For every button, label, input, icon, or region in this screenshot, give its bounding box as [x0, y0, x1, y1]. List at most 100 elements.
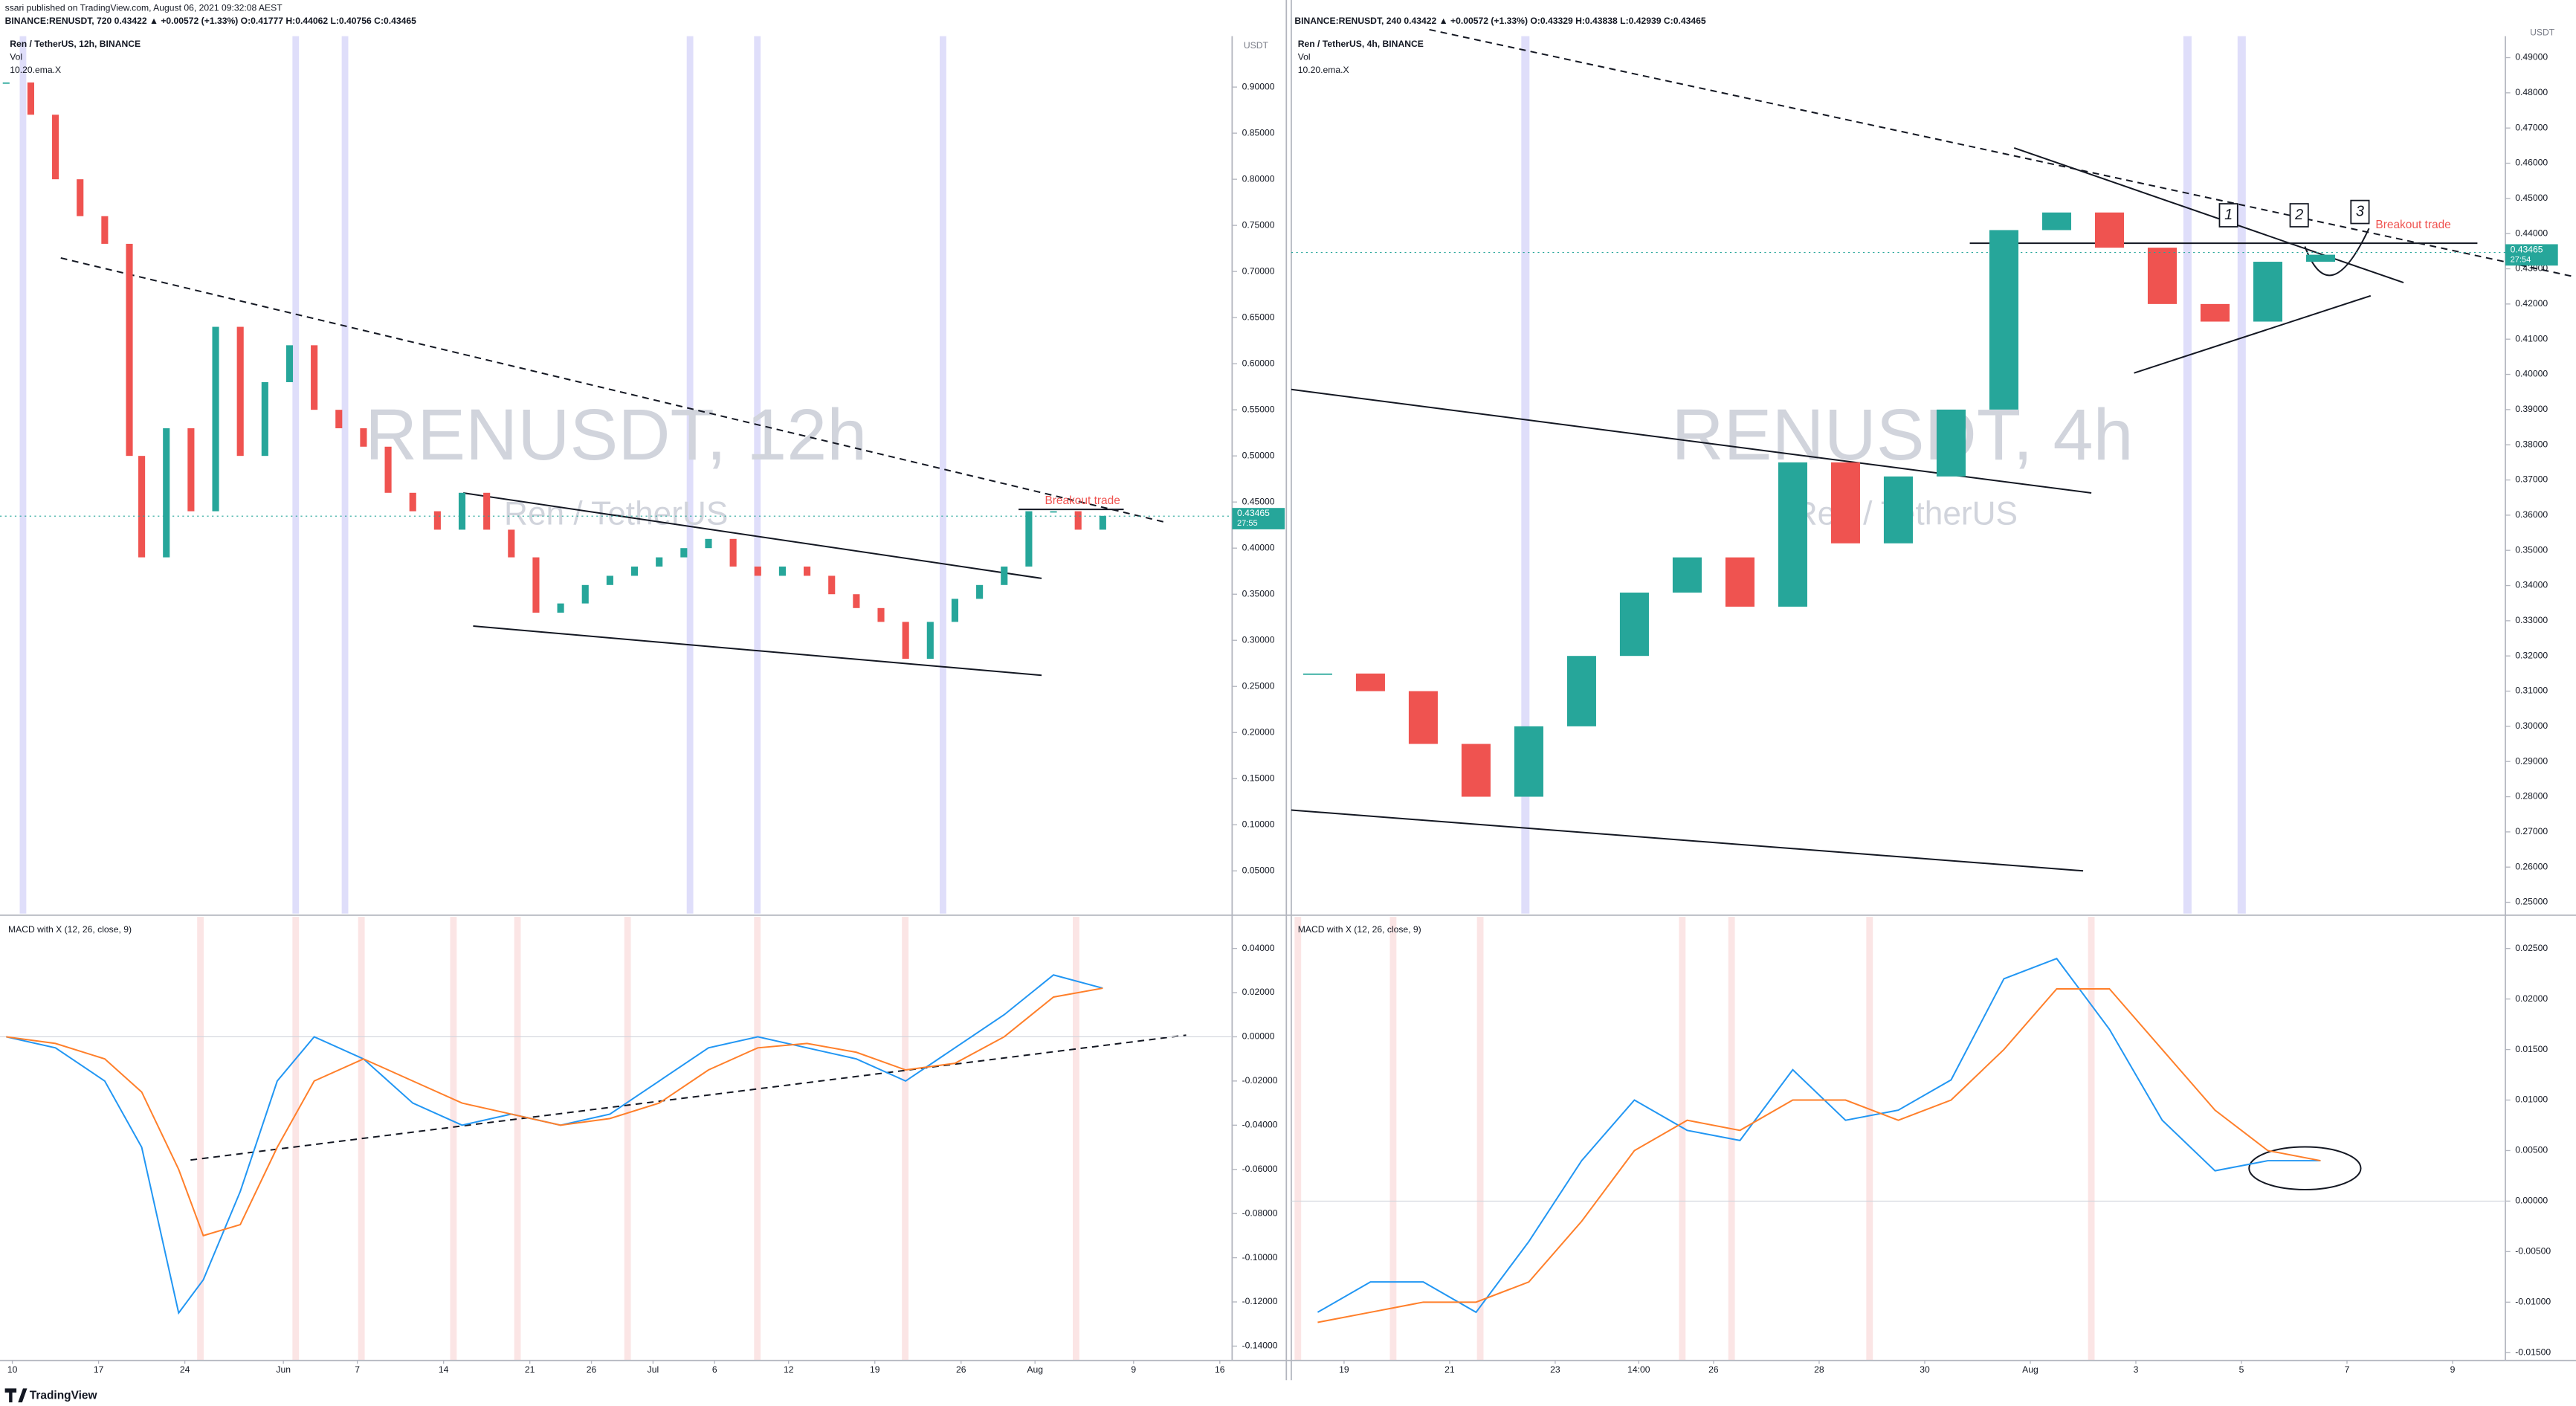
candle — [581, 584, 589, 604]
candle — [2041, 212, 2071, 230]
y-tick-label: 0.00000 — [1242, 1031, 1275, 1042]
x-tick-label: 26 — [1708, 1364, 1719, 1375]
candle — [1025, 511, 1033, 567]
candle — [138, 456, 146, 558]
candle — [1050, 511, 1057, 513]
y-tick-label: 0.60000 — [1242, 358, 1275, 368]
y-tick-label: 0.41000 — [2515, 333, 2548, 344]
x-tick-label: 9 — [1131, 1364, 1136, 1375]
y-tick-label: -0.10000 — [1242, 1252, 1278, 1263]
footer-brand[interactable]: TradingView — [30, 1389, 98, 1402]
y-tick-label: 0.55000 — [1242, 404, 1275, 414]
y-tick-label: -0.14000 — [1242, 1341, 1278, 1351]
legend: 10.20.ema.X — [1298, 65, 1349, 75]
y-tick-label: 0.40000 — [1242, 542, 1275, 552]
band — [292, 917, 300, 1361]
step-label: 3 — [2356, 203, 2364, 219]
candle — [853, 594, 860, 608]
candle — [1001, 567, 1008, 585]
band — [940, 36, 946, 914]
y-tick-label: -0.12000 — [1242, 1296, 1278, 1306]
band — [1073, 917, 1079, 1361]
candle — [483, 492, 491, 530]
candle — [212, 326, 219, 512]
y-tick-label: 0.20000 — [1242, 726, 1275, 737]
y-tick-label: 0.30000 — [1242, 634, 1275, 645]
candle — [2200, 303, 2230, 322]
candle — [187, 428, 195, 512]
annotation: Breakout trade — [1045, 494, 1120, 507]
axis-unit: USDT — [2530, 27, 2555, 37]
y-tick-label: 0.31000 — [2515, 686, 2548, 696]
y-tick-label: -0.04000 — [1242, 1120, 1278, 1130]
candle — [1514, 726, 1543, 797]
candle — [828, 575, 836, 595]
candle — [409, 492, 416, 512]
indicator-title: MACD with X (12, 26, close, 9) — [8, 924, 132, 935]
candle — [2305, 254, 2335, 262]
x-tick-label: 5 — [2239, 1364, 2244, 1375]
x-tick-label: 7 — [355, 1364, 360, 1375]
trend-line — [1291, 809, 2084, 872]
candle — [77, 179, 84, 216]
x-tick-label: 30 — [1920, 1364, 1930, 1375]
candle — [630, 567, 639, 576]
candle — [384, 446, 392, 493]
band — [197, 917, 204, 1361]
band — [358, 917, 365, 1361]
candle — [680, 548, 688, 558]
x-tick-label: Jun — [276, 1364, 291, 1375]
trend-line — [463, 491, 1042, 579]
band — [341, 36, 349, 914]
x-tick-label: 26 — [587, 1364, 597, 1375]
candle — [926, 622, 934, 660]
legend: Ren / TetherUS, 12h, BINANCE — [10, 39, 141, 49]
y-tick-label: 0.01500 — [2515, 1044, 2548, 1054]
candle — [656, 557, 663, 567]
symbol-header: BINANCE:RENUSDT, 720 0.43422 ▲ +0.00572 … — [5, 16, 417, 26]
countdown-label: 27:55 — [1237, 519, 1258, 528]
x-tick-label: 16 — [1215, 1364, 1225, 1375]
x-tick-label: Aug — [2022, 1364, 2038, 1375]
candle — [126, 243, 133, 457]
band — [754, 917, 761, 1361]
candle — [532, 557, 540, 613]
x-tick-label: 21 — [525, 1364, 535, 1375]
candle — [1725, 557, 1755, 607]
band — [19, 36, 27, 914]
x-tick-label: 26 — [956, 1364, 966, 1375]
indicator-title: MACD with X (12, 26, close, 9) — [1298, 924, 1421, 935]
y-tick-label: 0.02000 — [1242, 987, 1275, 997]
y-tick-label: -0.01500 — [2515, 1347, 2551, 1357]
x-tick-label: 7 — [2345, 1364, 2350, 1375]
candle — [1936, 409, 1966, 477]
candle — [1099, 515, 1106, 530]
x-tick-label: Aug — [1027, 1364, 1043, 1375]
macd-line — [1317, 958, 2321, 1314]
band — [450, 917, 457, 1361]
y-tick-label: 0.33000 — [2515, 615, 2548, 625]
x-tick-label: 6 — [712, 1364, 717, 1375]
y-tick-label: -0.06000 — [1242, 1164, 1278, 1174]
x-tick-label: 12 — [784, 1364, 794, 1375]
trend-line — [2134, 294, 2372, 374]
candle — [335, 410, 343, 428]
trend-line — [2013, 146, 2404, 284]
candle — [1619, 592, 1649, 657]
candle — [557, 603, 564, 613]
band — [754, 36, 761, 914]
candle — [1830, 462, 1860, 544]
y-tick-label: 0.30000 — [2515, 720, 2548, 731]
x-tick-label: 3 — [2134, 1364, 2139, 1375]
trend-line — [190, 1034, 1187, 1161]
y-tick-label: 0.01000 — [2515, 1094, 2548, 1105]
step-label: 2 — [2294, 207, 2303, 223]
candle — [261, 381, 268, 457]
band — [1679, 917, 1686, 1361]
y-tick-label: 0.36000 — [2515, 509, 2548, 520]
candle — [754, 567, 761, 576]
axis-unit: USDT — [1244, 40, 1269, 51]
y-tick-label: 0.47000 — [2515, 122, 2548, 132]
legend: Ren / TetherUS, 4h, BINANCE — [1298, 39, 1424, 49]
